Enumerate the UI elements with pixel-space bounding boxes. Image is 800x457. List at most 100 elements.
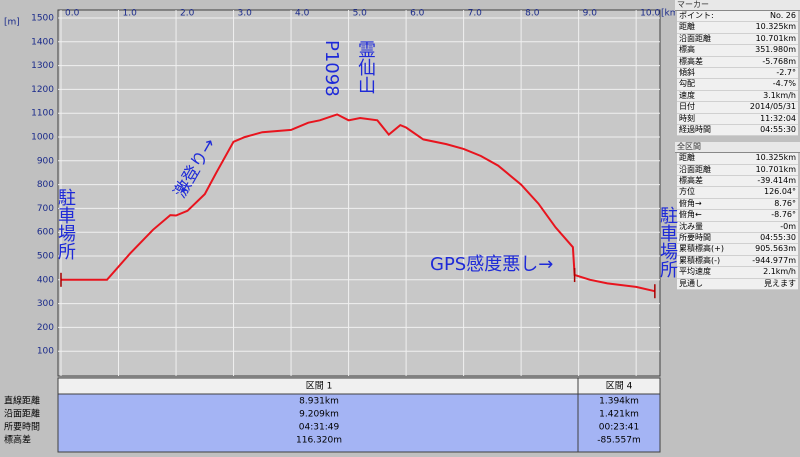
y-tick-label: 1100 (31, 109, 54, 119)
panel-row: 俯角→ 8.76° (677, 198, 798, 211)
annotation: 霊仙山 (355, 40, 376, 94)
y-tick-label: 700 (37, 204, 54, 214)
row-value: 見えます (764, 278, 796, 288)
table-body-bg (57, 393, 661, 453)
row-label: 沿面距離 (4, 408, 40, 420)
plot-area (57, 9, 661, 377)
panel-row: 俯角← -8.76° (677, 210, 798, 222)
x-tick-label: 1.0 (123, 9, 138, 19)
panel-row: 経過時間 04:55:30 (677, 124, 798, 137)
y-tick-label: 300 (37, 299, 54, 309)
x-tick-label: 2.0 (180, 9, 195, 19)
panel-row: 沿面距離 10.701km (677, 164, 798, 177)
panel-row: 方位 126.04° (677, 187, 798, 199)
row-label: 累積標高(+) (679, 244, 724, 254)
panel-row: ポイント: No. 26 (677, 11, 798, 23)
side-panel: マーカー ポイント: No. 26 距離 10.325km 沿面距離 10.701km 標高 3… (675, 0, 800, 457)
row-label: 方位 (679, 187, 695, 197)
row-value: 2.1km/h (763, 267, 796, 277)
panel-title: 全区間 (675, 142, 800, 154)
cell: 9.209km (299, 410, 339, 420)
y-tick-label: 900 (37, 156, 54, 166)
y-tick-label: 500 (37, 252, 54, 262)
x-tick-label: 5.0 (353, 9, 368, 19)
row-value: 351.980m (755, 45, 796, 55)
row-value: 10.701km (755, 33, 796, 43)
panel-row: 距離 10.325km (677, 153, 798, 165)
cell: 116.320m (296, 436, 342, 446)
panel-row: 累積標高(-) -944.977m (677, 255, 798, 268)
table-header-bg (57, 377, 661, 395)
panel-row: 標高差 -39.414m (677, 176, 798, 188)
row-label: 距離 (679, 153, 695, 163)
row-value: 8.76° (774, 198, 796, 208)
row-label: 標高差 (679, 56, 703, 66)
panel-row: 速度 3.1km/h (677, 90, 798, 103)
x-tick-label: 9.0 (583, 9, 598, 19)
cell: -85.557m (597, 436, 641, 446)
row-label: 勾配 (679, 79, 695, 89)
row-value: -2.7° (776, 67, 796, 77)
panel-row: 平均速度 2.1km/h (677, 267, 798, 279)
chart: [m] [km] 100 200 300 400 500 600 700 800 900 1000… (4, 8, 675, 453)
row-label: 標高 (679, 45, 695, 55)
row-value: -0m (780, 221, 796, 231)
row-value: 10.325km (755, 22, 796, 32)
row-label: 所要時間 (679, 233, 711, 243)
y-tick-label: 1000 (31, 133, 54, 143)
panel-row: 累積標高(+) 905.563m (677, 244, 798, 256)
cell: 8.931km (299, 397, 339, 407)
y-tick-label: 400 (37, 275, 54, 285)
panel-row: 時刻 11:32:04 (677, 113, 798, 125)
row-label: 速度 (679, 90, 695, 100)
row-value: -39.414m (757, 176, 796, 186)
row-label: 見通し (679, 278, 703, 288)
row-label: 沈み量 (679, 221, 703, 231)
annotation: P1098 (321, 40, 342, 97)
x-unit: [km] (661, 9, 675, 19)
y-tick-label: 1300 (31, 61, 54, 71)
panel-row: 沿面距離 10.701km (677, 33, 798, 46)
panel-row: 日付 2014/05/31 (677, 102, 798, 114)
row-value: 04:55:30 (760, 233, 796, 243)
row-label: 日付 (679, 102, 695, 112)
annotation: 駐車場所 (657, 206, 678, 278)
row-value: 11:32:04 (760, 113, 796, 123)
annotation: GPS感度悪し→ (430, 254, 554, 275)
section-header: 区間 1 (306, 381, 333, 392)
row-label: 標高差 (679, 176, 703, 186)
row-value: No. 26 (769, 11, 796, 20)
x-tick-label: 0.0 (65, 9, 80, 19)
row-value: 905.563m (755, 244, 796, 254)
cell: 1.421km (599, 410, 639, 420)
panel-row: 見通し 見えます (677, 278, 798, 290)
y-tick-label: 800 (37, 180, 54, 190)
section-header: 区間 4 (606, 381, 633, 392)
x-tick-label: 4.0 (295, 9, 310, 19)
row-value: 10.701km (755, 164, 796, 174)
row-label: 沿面距離 (679, 33, 711, 43)
row-label: 標高差 (4, 434, 31, 446)
row-value: 2014/05/31 (749, 102, 796, 112)
y-unit: [m] (4, 18, 20, 28)
panel-row: 沈み量 -0m (677, 221, 798, 234)
y-tick-label: 1200 (31, 85, 54, 95)
row-value: 04:55:30 (760, 124, 796, 134)
x-tick-label: 10.0 (640, 9, 660, 19)
row-label: 経過時間 (679, 124, 711, 134)
row-value: 3.1km/h (763, 90, 796, 100)
row-label: 所要時間 (4, 422, 40, 433)
row-value: -4.7% (772, 79, 796, 89)
y-tick-label: 600 (37, 228, 54, 238)
row-value: -944.977m (752, 255, 796, 265)
y-tick-label: 200 (37, 323, 54, 333)
panel-row: 傾斜 -2.7° (677, 67, 798, 80)
row-value: -8.76° (771, 210, 796, 220)
y-tick-label: 1400 (31, 37, 54, 47)
panel-row: 標高 351.980m (677, 45, 798, 57)
row-label: 俯角← (679, 210, 702, 220)
row-value: 126.04° (764, 187, 796, 197)
panel-row: 所要時間 04:55:30 (677, 233, 798, 245)
x-tick-label: 7.0 (468, 9, 483, 19)
